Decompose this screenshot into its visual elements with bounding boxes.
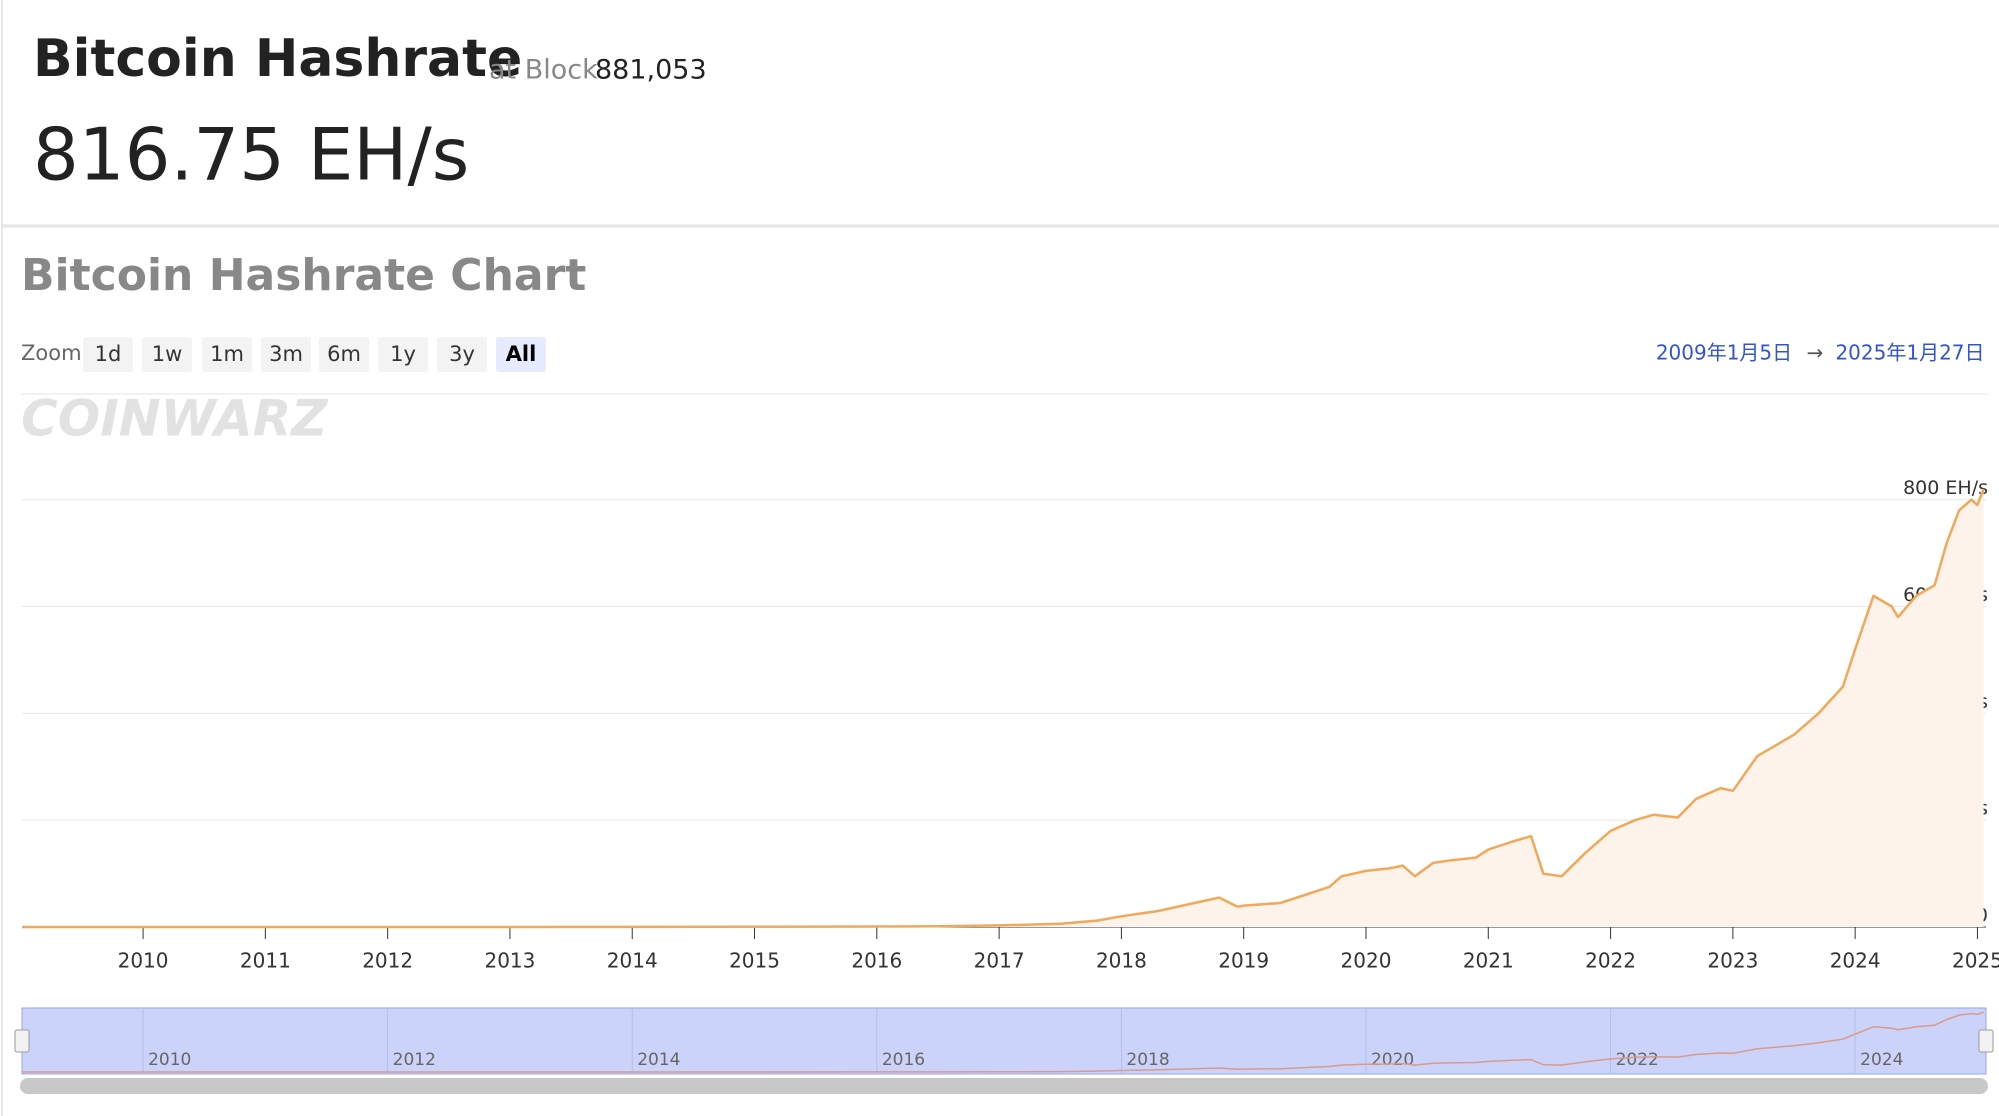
x-tick-label: 2017 (974, 949, 1025, 973)
zoom-button[interactable] (142, 337, 192, 372)
zoom-button-label[interactable]: 1w (152, 342, 183, 366)
navigator-label: 2016 (882, 1050, 925, 1070)
x-tick-label: 2025 (1952, 949, 1999, 973)
range-arrow: → (1807, 341, 1824, 365)
navigator (21, 1007, 1987, 1075)
watermark: COINWARZ (21, 390, 329, 448)
x-tick-label: 2020 (1341, 949, 1392, 973)
block-prefix: at Block (489, 55, 598, 86)
x-tick-label: 2010 (118, 949, 169, 973)
zoom-button[interactable] (378, 337, 428, 372)
navigator-label: 2014 (637, 1050, 680, 1070)
x-tick-label: 2015 (729, 949, 780, 973)
x-tick-label: 2019 (1218, 949, 1269, 973)
line (22, 488, 1985, 929)
range-from[interactable]: 2009年1月5日 (1656, 341, 1792, 365)
x-tick-label: 2024 (1830, 949, 1881, 973)
x-tick-label: 2016 (851, 949, 902, 973)
x-tick-label: 2021 (1463, 949, 1514, 973)
zoom-button-label[interactable]: 3y (449, 342, 475, 366)
zoom-button[interactable] (261, 337, 311, 372)
x-tick-label: 2011 (240, 949, 291, 973)
zoom-button[interactable] (202, 337, 252, 372)
area (22, 489, 1984, 927)
hashrate: 816.75 EH/s (33, 113, 469, 197)
chart-title: Bitcoin Hashrate Chart (21, 250, 586, 301)
title: Bitcoin Hashrate (33, 29, 522, 89)
x-tick-label: 2014 (607, 949, 658, 973)
zoom-button[interactable] (496, 337, 546, 372)
zoom-button[interactable] (319, 337, 369, 372)
zoom-label: Zoom (21, 341, 82, 365)
zoom-button-label[interactable]: 1d (95, 342, 122, 366)
navigator-line (22, 1011, 1984, 1073)
navigator-label: 2012 (393, 1050, 436, 1070)
x-tick-label: 2022 (1585, 949, 1636, 973)
zoom-button-label[interactable]: 1m (210, 342, 244, 366)
x-tick-label: 2023 (1707, 949, 1758, 973)
zoom-button-label[interactable]: 3m (269, 342, 303, 366)
navigator-label: 2010 (148, 1050, 191, 1070)
zoom-button-label[interactable]: All (506, 342, 537, 366)
navigator-label: 2024 (1860, 1050, 1903, 1070)
zoom-button-label[interactable]: 1y (390, 342, 416, 366)
zoom-button[interactable] (437, 337, 487, 372)
x-tick-label: 2012 (362, 949, 413, 973)
x-tick-label: 2013 (484, 949, 535, 973)
x-tick-label: 2018 (1096, 949, 1147, 973)
zoom-button[interactable] (83, 337, 133, 372)
navigator-handle[interactable] (1978, 1029, 1994, 1053)
navigator-label: 2020 (1371, 1050, 1414, 1070)
navigator-label: 2022 (1616, 1050, 1659, 1070)
navigator-handle[interactable] (14, 1029, 30, 1053)
y-tick-label: 800 EH/s (1903, 477, 1988, 499)
range-to[interactable]: 2025年1月27日 (1835, 341, 1984, 365)
block-number: 881,053 (595, 55, 707, 86)
zoom-button-label[interactable]: 6m (327, 342, 361, 366)
navigator-label: 2018 (1126, 1050, 1169, 1070)
scrollbar[interactable] (20, 1078, 1988, 1094)
